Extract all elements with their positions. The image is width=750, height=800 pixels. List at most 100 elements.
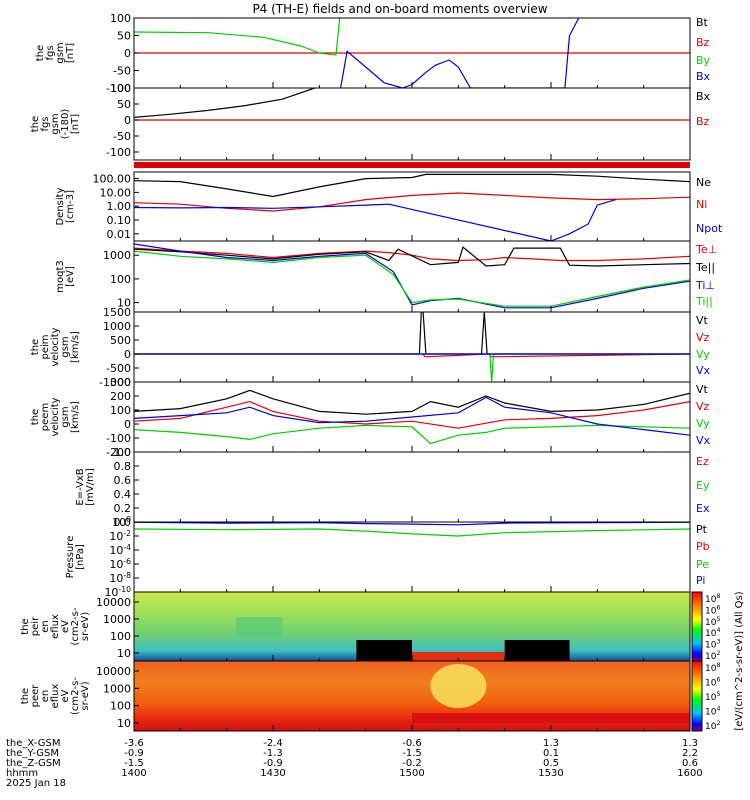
legend-Ez: Ez xyxy=(696,455,709,468)
y-tick-label: 1.0 xyxy=(114,446,132,459)
y-label-line: fgs xyxy=(40,116,51,131)
y-tick-label: 100 xyxy=(110,700,131,713)
y-tick-label: 1000 xyxy=(103,613,131,626)
y-axis-label: Pressure [nPa] xyxy=(65,536,86,579)
colorbar-tick: 104 xyxy=(705,706,720,718)
x-tick-value: 1500 xyxy=(399,768,424,779)
y-label-line: eV xyxy=(60,620,71,633)
heatmap-patch xyxy=(504,640,570,661)
series-group xyxy=(134,389,690,445)
x-tick-value: -2.4 xyxy=(263,738,283,749)
x-tick-value: -3.6 xyxy=(124,738,144,749)
legend-Vz: Vz xyxy=(696,400,710,413)
y-label-line: peir xyxy=(30,616,41,636)
y-label-line: gsm xyxy=(50,113,61,134)
y-label-line: the xyxy=(20,688,31,704)
legend-Ey: Ey xyxy=(696,479,710,492)
x-row-label: hhmm xyxy=(6,768,38,779)
y-label-line: en xyxy=(40,690,51,703)
x-tick-value: 2.2 xyxy=(682,748,698,759)
y-tick-label: 0 xyxy=(124,47,131,60)
y-tick-label: 50 xyxy=(117,30,131,43)
series-Npot xyxy=(134,199,617,241)
y-label-line: the xyxy=(35,45,46,61)
y-label-line: [cm-3] xyxy=(65,190,76,223)
colorbar-tick: 108 xyxy=(705,593,720,605)
y-tick-label: 10-6 xyxy=(109,557,131,571)
y-tick-label: 1000 xyxy=(103,320,131,333)
x-tick-value: -0.9 xyxy=(124,748,144,759)
x-tick-value: 1600 xyxy=(677,768,702,779)
y-tick-label: 0.6 xyxy=(114,474,132,487)
x-tick-value: 1430 xyxy=(260,768,285,779)
y-tick-label: 10.00 xyxy=(100,186,132,199)
legend-Npot: Npot xyxy=(696,222,723,235)
x-tick-value: -1.5 xyxy=(402,748,422,759)
y-tick-label: 1.00 xyxy=(107,200,132,213)
series-Vy xyxy=(134,424,690,445)
y-label-line: en xyxy=(40,620,51,633)
y-label-line: sr-eV) xyxy=(80,612,91,641)
y-tick-label: 300 xyxy=(110,376,131,389)
legend-By: By xyxy=(696,54,711,67)
legend-Ni: Ni xyxy=(696,198,707,211)
y-label-line: [nT] xyxy=(65,43,76,63)
y-tick-label: 10000 xyxy=(96,596,131,609)
legend-Pi: Pi xyxy=(696,574,705,587)
heatmap-patch xyxy=(235,617,283,637)
y-label-line: gsm xyxy=(55,42,66,63)
legend-Vz: Vz xyxy=(696,331,710,344)
colorbar-tick: 102 xyxy=(705,650,720,662)
x-tick-value: 1.3 xyxy=(543,738,559,749)
y-tick-label: 100 xyxy=(112,515,131,529)
y-label-line: gsm xyxy=(60,406,71,427)
legend-Ne: Ne xyxy=(696,176,711,189)
y-label-line: the xyxy=(30,116,41,132)
x-tick-value: -0.9 xyxy=(263,758,283,769)
y-label-line: (cm2-s- xyxy=(70,677,81,715)
x-tick-value: -0.6 xyxy=(402,738,422,749)
colorbar-strip xyxy=(691,660,703,732)
series-Ti⊥ xyxy=(134,243,690,309)
y-axis-label: Density [cm-3] xyxy=(55,187,76,225)
legend-Vt: Vt xyxy=(696,383,709,396)
x-row-label: the_Y-GSM xyxy=(6,748,59,759)
y-label-line: the xyxy=(30,409,41,425)
legend-Ti⊥: Ti⊥ xyxy=(695,279,715,292)
legend-Bt: Bt xyxy=(696,16,709,29)
y-label-line: the xyxy=(20,618,31,634)
x-tick-value: 1400 xyxy=(121,768,146,779)
colorbar-label: [eV/(cm^2-s-sr-eV)] (All Qs) xyxy=(734,591,745,730)
series-group xyxy=(134,88,690,121)
colorbar-tick: 106 xyxy=(705,604,720,616)
series-Pi xyxy=(134,522,690,526)
y-tick-label: 10-4 xyxy=(109,543,131,557)
panel-fgs_gsm: 100 50 0 -50 -100 Bt Bz By Bx the fgs gsm [nT] xyxy=(35,12,711,95)
y-tick-label: 100.00 xyxy=(93,173,132,186)
y-tick-label: 100 xyxy=(110,82,131,95)
y-label-line: [eV] xyxy=(65,266,76,287)
y-tick-label: 0.01 xyxy=(107,228,132,241)
y-label-line: [nT] xyxy=(70,114,81,134)
y-tick-label: -100 xyxy=(106,82,131,95)
y-tick-label: 10-8 xyxy=(109,571,131,585)
series-Vx xyxy=(134,396,690,436)
legend-Bx: Bx xyxy=(696,70,711,83)
series-group xyxy=(134,312,690,382)
y-label-line: eflux xyxy=(50,614,61,639)
series-Ni xyxy=(134,192,690,212)
y-label-line: [mV/m] xyxy=(85,468,96,506)
y-label-line: eV xyxy=(60,689,71,702)
y-tick-label: -200 xyxy=(106,446,131,459)
y-axis-label: the peer en eflux eV (cm2-s-sr-eV) xyxy=(20,677,91,715)
y-tick-label: 0.0 xyxy=(114,516,132,529)
colorbar-tick: 102 xyxy=(705,720,720,732)
series-Te⊥ xyxy=(134,247,690,262)
legend-Vt: Vt xyxy=(696,314,709,327)
y-label-line: (cm2-s- xyxy=(70,607,81,645)
panel-moms_temp: 1000 100 10 Te⊥ Te|| Ti⊥ Ti|| moqt3 [eV] xyxy=(55,240,717,313)
